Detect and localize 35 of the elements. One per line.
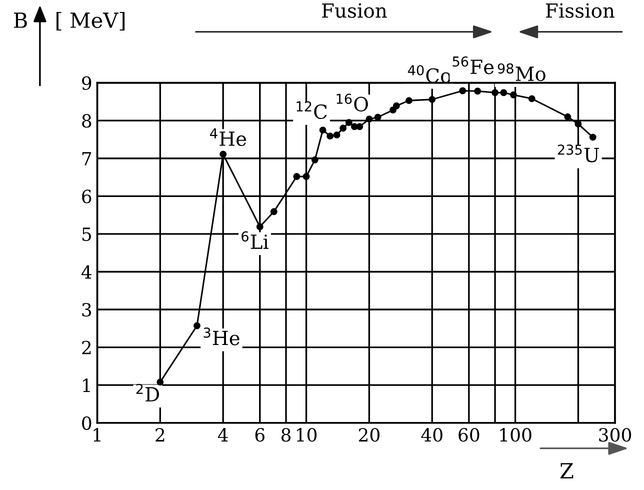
y-tick-label: 3: [82, 302, 92, 317]
x-tick-label: 4: [218, 428, 228, 442]
x-tick-label: 20: [358, 428, 380, 442]
y-tick-label: 7: [82, 152, 92, 166]
y-tick-label: 8: [82, 114, 92, 128]
annotation: $^{4}$He: [210, 128, 246, 146]
x-tick-label: 2: [156, 428, 164, 442]
y-tick-label: 1: [83, 378, 90, 392]
annotation: $^{56}$Fe: [452, 56, 494, 74]
y-tick-label: 6: [82, 190, 92, 204]
x-tick-label: 1: [94, 428, 100, 442]
x-tick-label: 8: [281, 428, 291, 442]
annotation: $^{16}$O: [336, 94, 368, 112]
y-tick-label: 5: [82, 228, 91, 242]
y-tick-label: 2: [82, 340, 91, 354]
annotation: $^{6}$Li: [242, 231, 269, 249]
y-tick-label: 9: [82, 76, 92, 90]
annotation: $^{2}$D: [136, 384, 160, 402]
x-tick-label: 6: [255, 428, 265, 442]
annotation: $^{12}$C: [296, 101, 327, 120]
text: Fission: [546, 3, 614, 18]
x-tick-label: 100: [500, 428, 532, 442]
annotation: $^{235}$U: [558, 144, 599, 162]
x-axis-title: Z: [560, 463, 574, 478]
y-tick-label: 4: [81, 265, 92, 279]
annotation: $^{98}$Mo: [498, 63, 546, 82]
x-tick-label: 10: [296, 428, 317, 442]
x-tick-label: 40: [421, 428, 442, 442]
annotation: $^{3}$He: [204, 328, 240, 346]
y-axis-title: B: [14, 12, 27, 28]
y-tick-label: 0: [82, 416, 92, 430]
text: [ MeV]: [56, 12, 125, 31]
text: Fusion: [322, 3, 387, 18]
x-tick-label: 60: [458, 428, 480, 442]
x-tick-label: 300: [599, 428, 632, 442]
